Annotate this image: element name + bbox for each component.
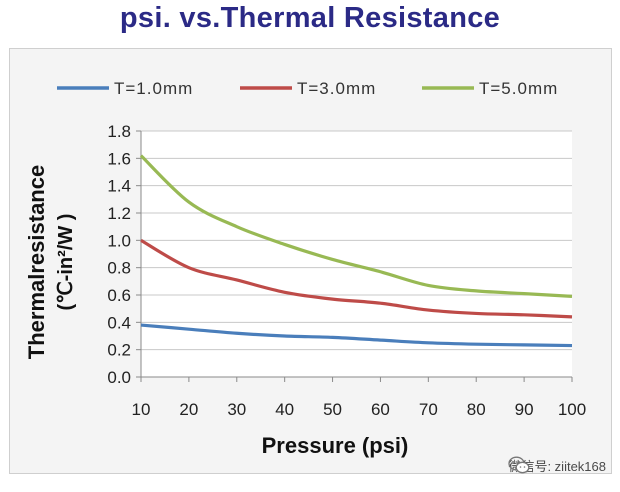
x-tick-label: 40 <box>275 400 294 419</box>
watermark-text: 微信号: ziitek168 <box>508 459 606 474</box>
x-tick-label: 20 <box>179 400 198 419</box>
x-tick-label: 90 <box>515 400 534 419</box>
x-tick-label: 10 <box>132 400 151 419</box>
y-tick-label: 1.0 <box>107 231 131 250</box>
x-axis-title: Pressure (psi) <box>262 433 409 458</box>
x-tick-label: 100 <box>558 400 586 419</box>
legend-label: T=1.0mm <box>114 79 193 98</box>
x-tick-label: 50 <box>323 400 342 419</box>
y-tick-label: 0.0 <box>107 368 131 387</box>
legend-label: T=5.0mm <box>479 79 558 98</box>
watermark: 微信号: ziitek168 <box>508 456 606 475</box>
y-tick-label: 1.4 <box>107 177 131 196</box>
y-axis-units: (℃-in²/W ) <box>55 214 77 311</box>
y-tick-label: 1.8 <box>107 122 131 141</box>
y-tick-label: 0.8 <box>107 259 131 278</box>
x-tick-label: 30 <box>227 400 246 419</box>
x-tick-label: 80 <box>467 400 486 419</box>
y-tick-label: 0.2 <box>107 341 131 360</box>
series-line-1 <box>140 323 573 348</box>
wechat-icon <box>508 456 530 474</box>
y-tick-label: 1.2 <box>107 204 131 223</box>
legend-label: T=3.0mm <box>297 79 376 98</box>
series-line-3 <box>139 154 573 298</box>
y-tick-label: 0.4 <box>107 313 131 332</box>
y-tick-label: 1.6 <box>107 149 131 168</box>
y-tick-label: 0.6 <box>107 286 131 305</box>
x-tick-label: 70 <box>419 400 438 419</box>
chart-title: psi. vs.Thermal Resistance <box>119 2 501 34</box>
plot-area <box>141 131 572 377</box>
series-line-2 <box>140 238 573 319</box>
y-axis-title: Thermalresistance <box>24 165 49 359</box>
x-tick-label: 60 <box>371 400 390 419</box>
